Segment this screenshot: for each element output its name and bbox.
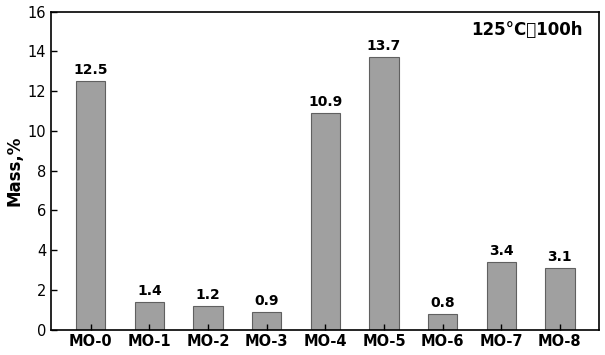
Bar [194, 306, 223, 329]
Text: 3.1: 3.1 [548, 250, 572, 264]
Text: 1.4: 1.4 [137, 284, 162, 298]
Bar [311, 113, 340, 329]
Text: 1.2: 1.2 [195, 288, 220, 302]
Text: 12.5: 12.5 [74, 63, 108, 77]
Bar [369, 57, 399, 329]
Y-axis label: Mass,%: Mass,% [5, 135, 24, 206]
Text: 0.9: 0.9 [255, 294, 279, 308]
Text: 0.8: 0.8 [430, 296, 455, 310]
Bar [545, 268, 575, 329]
Bar [135, 302, 164, 329]
Text: 13.7: 13.7 [367, 39, 401, 53]
Text: 125°C，100h: 125°C，100h [471, 21, 583, 39]
Bar [486, 262, 516, 329]
Text: 3.4: 3.4 [489, 244, 514, 258]
Bar [252, 312, 281, 329]
Text: 10.9: 10.9 [308, 95, 342, 109]
Bar [76, 81, 105, 329]
Bar [428, 314, 457, 329]
